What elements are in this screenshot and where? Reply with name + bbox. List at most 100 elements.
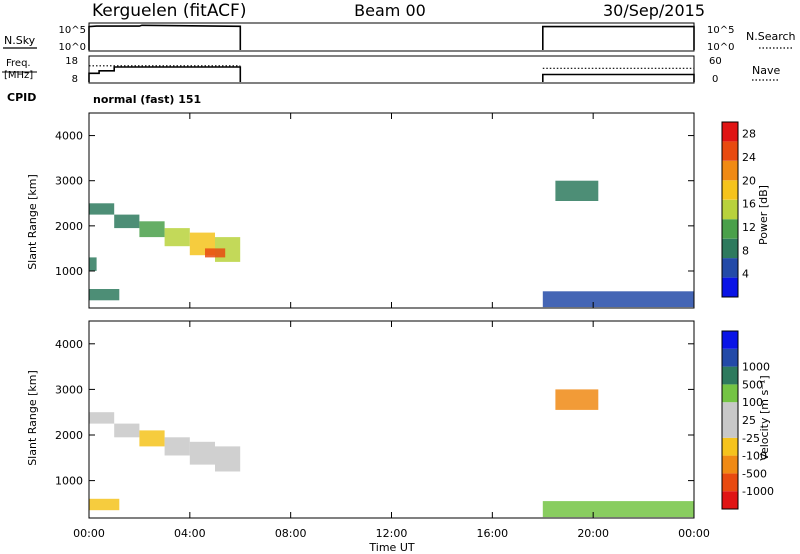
colorbar-block: [722, 258, 738, 278]
nave-label: Nave: [752, 64, 780, 77]
sky-right-tick-top: 10^5: [707, 25, 734, 36]
scatter-region: [542, 291, 695, 308]
cpid-value: normal (fast) 151: [93, 93, 201, 106]
freq-left-tick-top: 18: [65, 56, 78, 67]
power-panel: Slant Range [km] 1000 2000 3000 4000 4 8 12 16…: [26, 112, 770, 309]
power-colorbar-label: Power [dB]: [757, 185, 770, 245]
sky-series-line: [542, 25, 695, 50]
colorbar-block: [722, 180, 738, 200]
colorbar-block: [722, 277, 738, 297]
y-tick-label: 4000: [55, 338, 83, 351]
colorbar-tick-label: 28: [742, 128, 756, 141]
x-tick-label: 08:00: [275, 527, 307, 540]
y-tick-label: 3000: [55, 175, 83, 188]
scatter-region: [89, 498, 120, 511]
sky-left-label: N.Sky: [4, 34, 36, 47]
velocity-panel: Slant Range [km] 1000 2000 3000 4000 -1000 -…: [26, 320, 774, 519]
colorbar-block: [722, 219, 738, 239]
sky-series-line: [88, 24, 242, 50]
velocity-colorbar-label: Velocity [m s⁻¹]: [758, 375, 771, 460]
y-tick-label: 1000: [55, 265, 83, 278]
colorbar-frame: [721, 121, 739, 298]
freq-right-tick-top: 60: [709, 56, 722, 67]
sky-left-tick-bottom: 10^0: [59, 42, 86, 53]
colorbar-tick-label: 25: [742, 414, 756, 427]
sky-right-tick-bottom: 10^0: [707, 42, 734, 53]
colorbar-tick-label: 100: [742, 396, 763, 409]
colorbar-block: [722, 473, 738, 492]
scatter-region: [139, 221, 165, 238]
x-tick-label: 12:00: [376, 527, 408, 540]
colorbar-block: [722, 122, 738, 142]
colorbar-block: [722, 348, 738, 367]
colorbar-tick-label: 20: [742, 174, 756, 187]
scatter-region: [164, 228, 190, 247]
freq-left-label-2: [MHz]: [4, 70, 33, 81]
power-ylabel: Slant Range [km]: [26, 174, 39, 270]
colorbar-block: [722, 420, 738, 438]
y-tick-label: 4000: [55, 130, 83, 143]
colorbar-tick-label: -100: [742, 450, 767, 463]
freq-left-label-1: Freq.: [6, 58, 31, 69]
colorbar-block: [722, 141, 738, 161]
colorbar-tick-label: 24: [742, 151, 756, 164]
colorbar-tick-label: -1000: [742, 485, 774, 498]
colorbar-block: [722, 160, 738, 181]
colorbar-block: [722, 331, 738, 349]
colorbar-tick-label: -500: [742, 467, 767, 480]
scatter-region: [89, 412, 115, 424]
colorbar-block: [722, 491, 738, 509]
colorbar-block: [722, 199, 738, 220]
y-tick-label: 3000: [55, 383, 83, 396]
scatter-region: [89, 257, 97, 271]
velocity-heatmap: [89, 389, 695, 518]
date-title: 30/Sep/2015: [603, 1, 705, 20]
sky-left-tick-top: 10^5: [59, 25, 86, 36]
colorbar-tick-label: 500: [742, 378, 763, 391]
scatter-region: [205, 248, 226, 258]
colorbar-tick-label: 12: [742, 221, 756, 234]
y-tick-label: 2000: [55, 220, 83, 233]
y-tick-label: 2000: [55, 429, 83, 442]
scatter-region: [89, 289, 120, 301]
velocity-ylabel: Slant Range [km]: [26, 370, 39, 466]
scatter-region: [189, 441, 215, 465]
freq-right-tick-bottom: 0: [712, 74, 718, 85]
colorbar-block: [722, 437, 738, 456]
radar-title: Kerguelen (fitACF): [92, 1, 246, 21]
colorbar-frame: [721, 330, 739, 510]
freq-left-tick-bottom: 8: [72, 74, 78, 85]
scatter-region: [164, 437, 190, 456]
freq-panel: Freq. [MHz] 18 8 60 0 Nave: [2, 55, 780, 85]
x-tick-label: 16:00: [476, 527, 508, 540]
colorbar-block: [722, 238, 738, 259]
frequency-line: [88, 66, 242, 82]
colorbar-block: [722, 455, 738, 474]
colorbar-tick-label: 8: [742, 244, 749, 257]
sky-right-label: N.Search: [746, 30, 796, 43]
scatter-region: [89, 203, 115, 215]
frequency-line: [542, 73, 695, 82]
time-axis: 00:00 04:00 08:00 12:00 16:00 20:00 00:00: [73, 113, 710, 540]
scatter-region: [215, 446, 241, 472]
colorbar-tick-label: 16: [742, 198, 756, 211]
colorbar-tick-label: -25: [742, 432, 760, 445]
colorbar-block: [722, 366, 738, 385]
power-heatmap: [89, 180, 695, 308]
x-tick-label: 00:00: [73, 527, 105, 540]
colorbar-tick-label: 1000: [742, 361, 770, 374]
x-axis-label: Time UT: [368, 541, 414, 554]
x-tick-label: 20:00: [577, 527, 609, 540]
beam-title: Beam 00: [354, 1, 426, 20]
scatter-region: [555, 389, 599, 410]
x-tick-label: 00:00: [678, 527, 710, 540]
scatter-region: [555, 180, 599, 201]
scatter-region: [114, 214, 140, 229]
scatter-region: [542, 501, 695, 518]
colorbar-block: [722, 384, 738, 403]
colorbar-tick-label: 4: [742, 268, 749, 281]
y-tick-label: 1000: [55, 475, 83, 488]
cpid-label: CPID: [7, 91, 36, 104]
colorbar-block: [722, 402, 738, 420]
